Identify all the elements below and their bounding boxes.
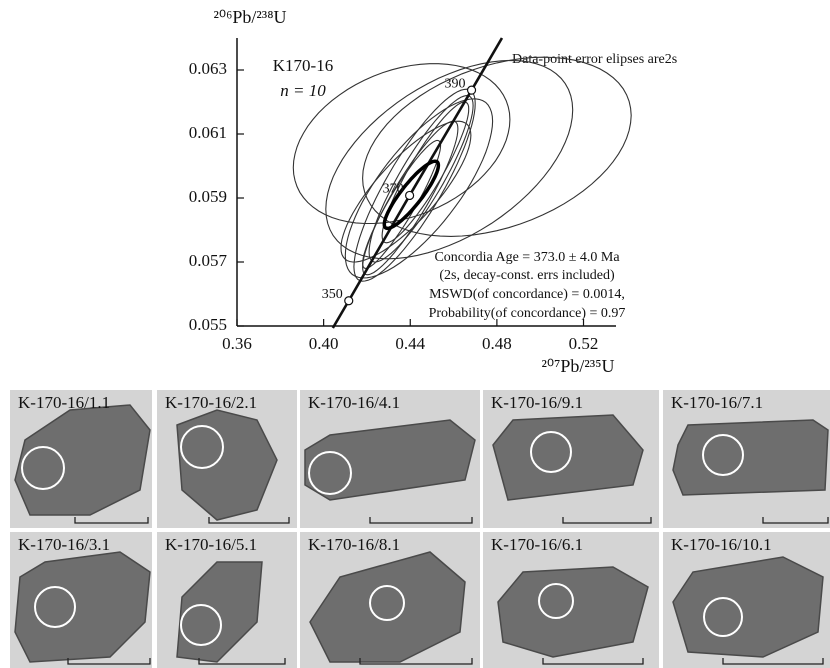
y-tick-label: 0.057	[189, 251, 228, 270]
panel-label: K-170-16/4.1	[308, 393, 400, 412]
cl-panel: K-170-16/8.1	[300, 532, 480, 668]
age-point	[406, 191, 414, 199]
x-tick-label: 0.40	[309, 334, 339, 353]
y-tick-label: 0.059	[189, 187, 227, 206]
sample-label: K170-16	[273, 56, 333, 75]
cl-panel: K-170-16/3.1	[10, 532, 152, 668]
result-line: MSWD(of concordance) = 0.0014,	[429, 287, 625, 302]
zircon-grain	[498, 567, 648, 657]
zircon-grain	[493, 415, 643, 500]
cl-panel: K-170-16/7.1	[663, 390, 830, 528]
zircon-grain	[673, 420, 828, 495]
y-tick-label: 0.063	[189, 59, 227, 78]
error-ellipse	[293, 64, 510, 224]
cl-panel: K-170-16/6.1	[483, 532, 659, 668]
error-ellipse	[363, 140, 441, 268]
cl-panel: K-170-16/2.1	[157, 390, 297, 528]
y-tick-label: 0.061	[189, 123, 227, 142]
age-label: 390	[445, 76, 466, 91]
x-axis-label: ²⁰⁷Pb/²³⁵U	[542, 356, 615, 376]
panel-label: K-170-16/10.1	[671, 535, 772, 554]
figure: ²⁰⁶Pb/²³⁸U ²⁰⁷Pb/²³⁵U K170-16 n = 10 Dat…	[0, 0, 830, 668]
panel-label: K-170-16/3.1	[18, 535, 110, 554]
y-tick-label: 0.055	[189, 315, 227, 334]
result-line: Probability(of concordance) = 0.97	[429, 306, 626, 321]
age-label: 350	[322, 287, 343, 302]
x-tick-label: 0.52	[569, 334, 599, 353]
panel-label: K-170-16/1.1	[18, 393, 110, 412]
panel-label: K-170-16/7.1	[671, 393, 763, 412]
x-tick-label: 0.36	[222, 334, 252, 353]
panel-label: K-170-16/9.1	[491, 393, 583, 412]
cl-panel: K-170-16/5.1	[157, 532, 297, 668]
cl-panel: K-170-16/10.1	[663, 532, 830, 668]
n-label: n = 10	[280, 81, 326, 100]
x-tick-label: 0.44	[395, 334, 425, 353]
result-line: (2s, decay-const. errs included)	[439, 268, 615, 283]
result-line: Concordia Age = 373.0 ± 4.0 Ma	[434, 250, 620, 265]
panel-label: K-170-16/2.1	[165, 393, 257, 412]
concordia-extension	[333, 301, 349, 328]
panel-label: K-170-16/8.1	[308, 535, 400, 554]
panel-label: K-170-16/5.1	[165, 535, 257, 554]
x-tick-label: 0.48	[482, 334, 512, 353]
concordia-extension	[472, 38, 502, 90]
age-label: 370	[383, 182, 404, 197]
cl-panel: K-170-16/1.1	[10, 390, 152, 528]
y-axis-label: ²⁰⁶Pb/²³⁸U	[214, 7, 287, 27]
panel-label: K-170-16/6.1	[491, 535, 583, 554]
age-point	[468, 86, 476, 94]
cl-panel: K-170-16/4.1	[300, 390, 480, 528]
note: Data-point error elipses are2s	[512, 52, 677, 67]
cl-panel: K-170-16/9.1	[483, 390, 659, 528]
age-point	[345, 297, 353, 305]
